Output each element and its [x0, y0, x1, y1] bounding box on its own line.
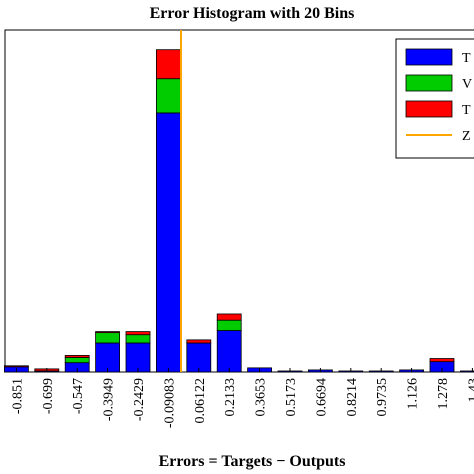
bar-segment [216, 313, 242, 321]
x-tick-label: 0.06122 [193, 378, 208, 424]
bar-segment [95, 331, 120, 334]
bar-segment [216, 319, 242, 331]
x-tick-label: 0.8214 [345, 378, 360, 417]
legend-label: T [462, 51, 471, 66]
legend-swatch [405, 100, 453, 118]
bar-segment [216, 330, 242, 373]
x-tick-label: -0.3949 [102, 378, 117, 421]
x-tick-label: 0.6694 [314, 378, 329, 417]
bar-segment [186, 342, 212, 373]
bar-segment [186, 339, 212, 344]
legend-swatch [405, 74, 453, 92]
x-tick-label: 0.5173 [284, 378, 299, 417]
bar-segment [155, 78, 181, 114]
bar-segment [95, 342, 120, 373]
legend-swatch [405, 48, 453, 66]
legend-label: T [462, 103, 471, 118]
histogram-bars [4, 49, 474, 373]
bar-segment [155, 112, 181, 373]
x-tick-label: 1.43 [466, 378, 474, 403]
x-tick-label: 0.3653 [254, 378, 269, 417]
bar-segment [125, 342, 151, 373]
x-tick-label: -0.547 [71, 378, 86, 414]
x-axis-label: Errors = Targets − Outputs [159, 453, 346, 470]
x-tick-label: 0.2133 [223, 378, 238, 417]
bar-segment [64, 355, 90, 358]
bar-segment [155, 49, 181, 80]
x-tick-label: -0.09083 [162, 378, 177, 428]
bar-segment [125, 331, 151, 336]
bar-segment [125, 334, 151, 344]
x-tick-label: -0.699 [41, 378, 56, 414]
chart-title: Error Histogram with 20 Bins [150, 5, 355, 22]
bar-segment [95, 332, 120, 344]
bar-segment [4, 365, 29, 368]
x-tick-label: -0.2429 [132, 378, 147, 421]
x-tick-label: -0.851 [10, 378, 25, 414]
legend-label: V [462, 77, 472, 92]
x-tick-labels: -0.851 -0.699 -0.547 -0.3949 -0.2429 -0.09083… [10, 368, 474, 428]
x-tick-label: 1.126 [406, 378, 421, 410]
x-tick-label: 0.9735 [375, 378, 390, 417]
x-tick-label: 1.278 [436, 378, 451, 410]
legend-label: Z [462, 129, 471, 144]
bar-segment [429, 358, 455, 363]
bar-segment [64, 357, 90, 364]
